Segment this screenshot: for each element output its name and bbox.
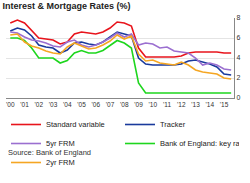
svg-text:'14: '14 [206,101,215,108]
svg-text:'02: '02 [35,101,44,108]
svg-text:'03: '03 [49,101,58,108]
svg-text:'08: '08 [120,101,129,108]
svg-text:Source: Bank of England: Source: Bank of England [8,148,91,157]
svg-text:'01: '01 [20,101,29,108]
svg-text:'13: '13 [191,101,200,108]
svg-text:6: 6 [236,34,240,41]
svg-text:'12: '12 [177,101,186,108]
svg-text:5yr FRM: 5yr FRM [46,139,75,148]
svg-text:'10: '10 [149,101,158,108]
svg-text:'00: '00 [6,101,15,108]
svg-text:Interest & Mortgage Rates (%): Interest & Mortgage Rates (%) [3,1,131,11]
svg-text:'05: '05 [77,101,86,108]
svg-text:2yr FRM: 2yr FRM [46,158,75,167]
svg-text:'15: '15 [220,101,229,108]
svg-text:'07: '07 [106,101,115,108]
svg-text:'09: '09 [134,101,143,108]
svg-text:'04: '04 [63,101,72,108]
svg-text:8: 8 [236,14,240,21]
svg-text:4: 4 [236,54,240,61]
svg-text:0: 0 [236,94,240,101]
svg-text:'11: '11 [163,101,171,108]
svg-text:Bank of England: key rate: Bank of England: key rate [160,139,239,148]
svg-text:Standard variable: Standard variable [46,120,105,129]
svg-text:Tracker: Tracker [160,120,186,129]
svg-text:2: 2 [236,74,240,81]
svg-text:'06: '06 [92,101,101,108]
